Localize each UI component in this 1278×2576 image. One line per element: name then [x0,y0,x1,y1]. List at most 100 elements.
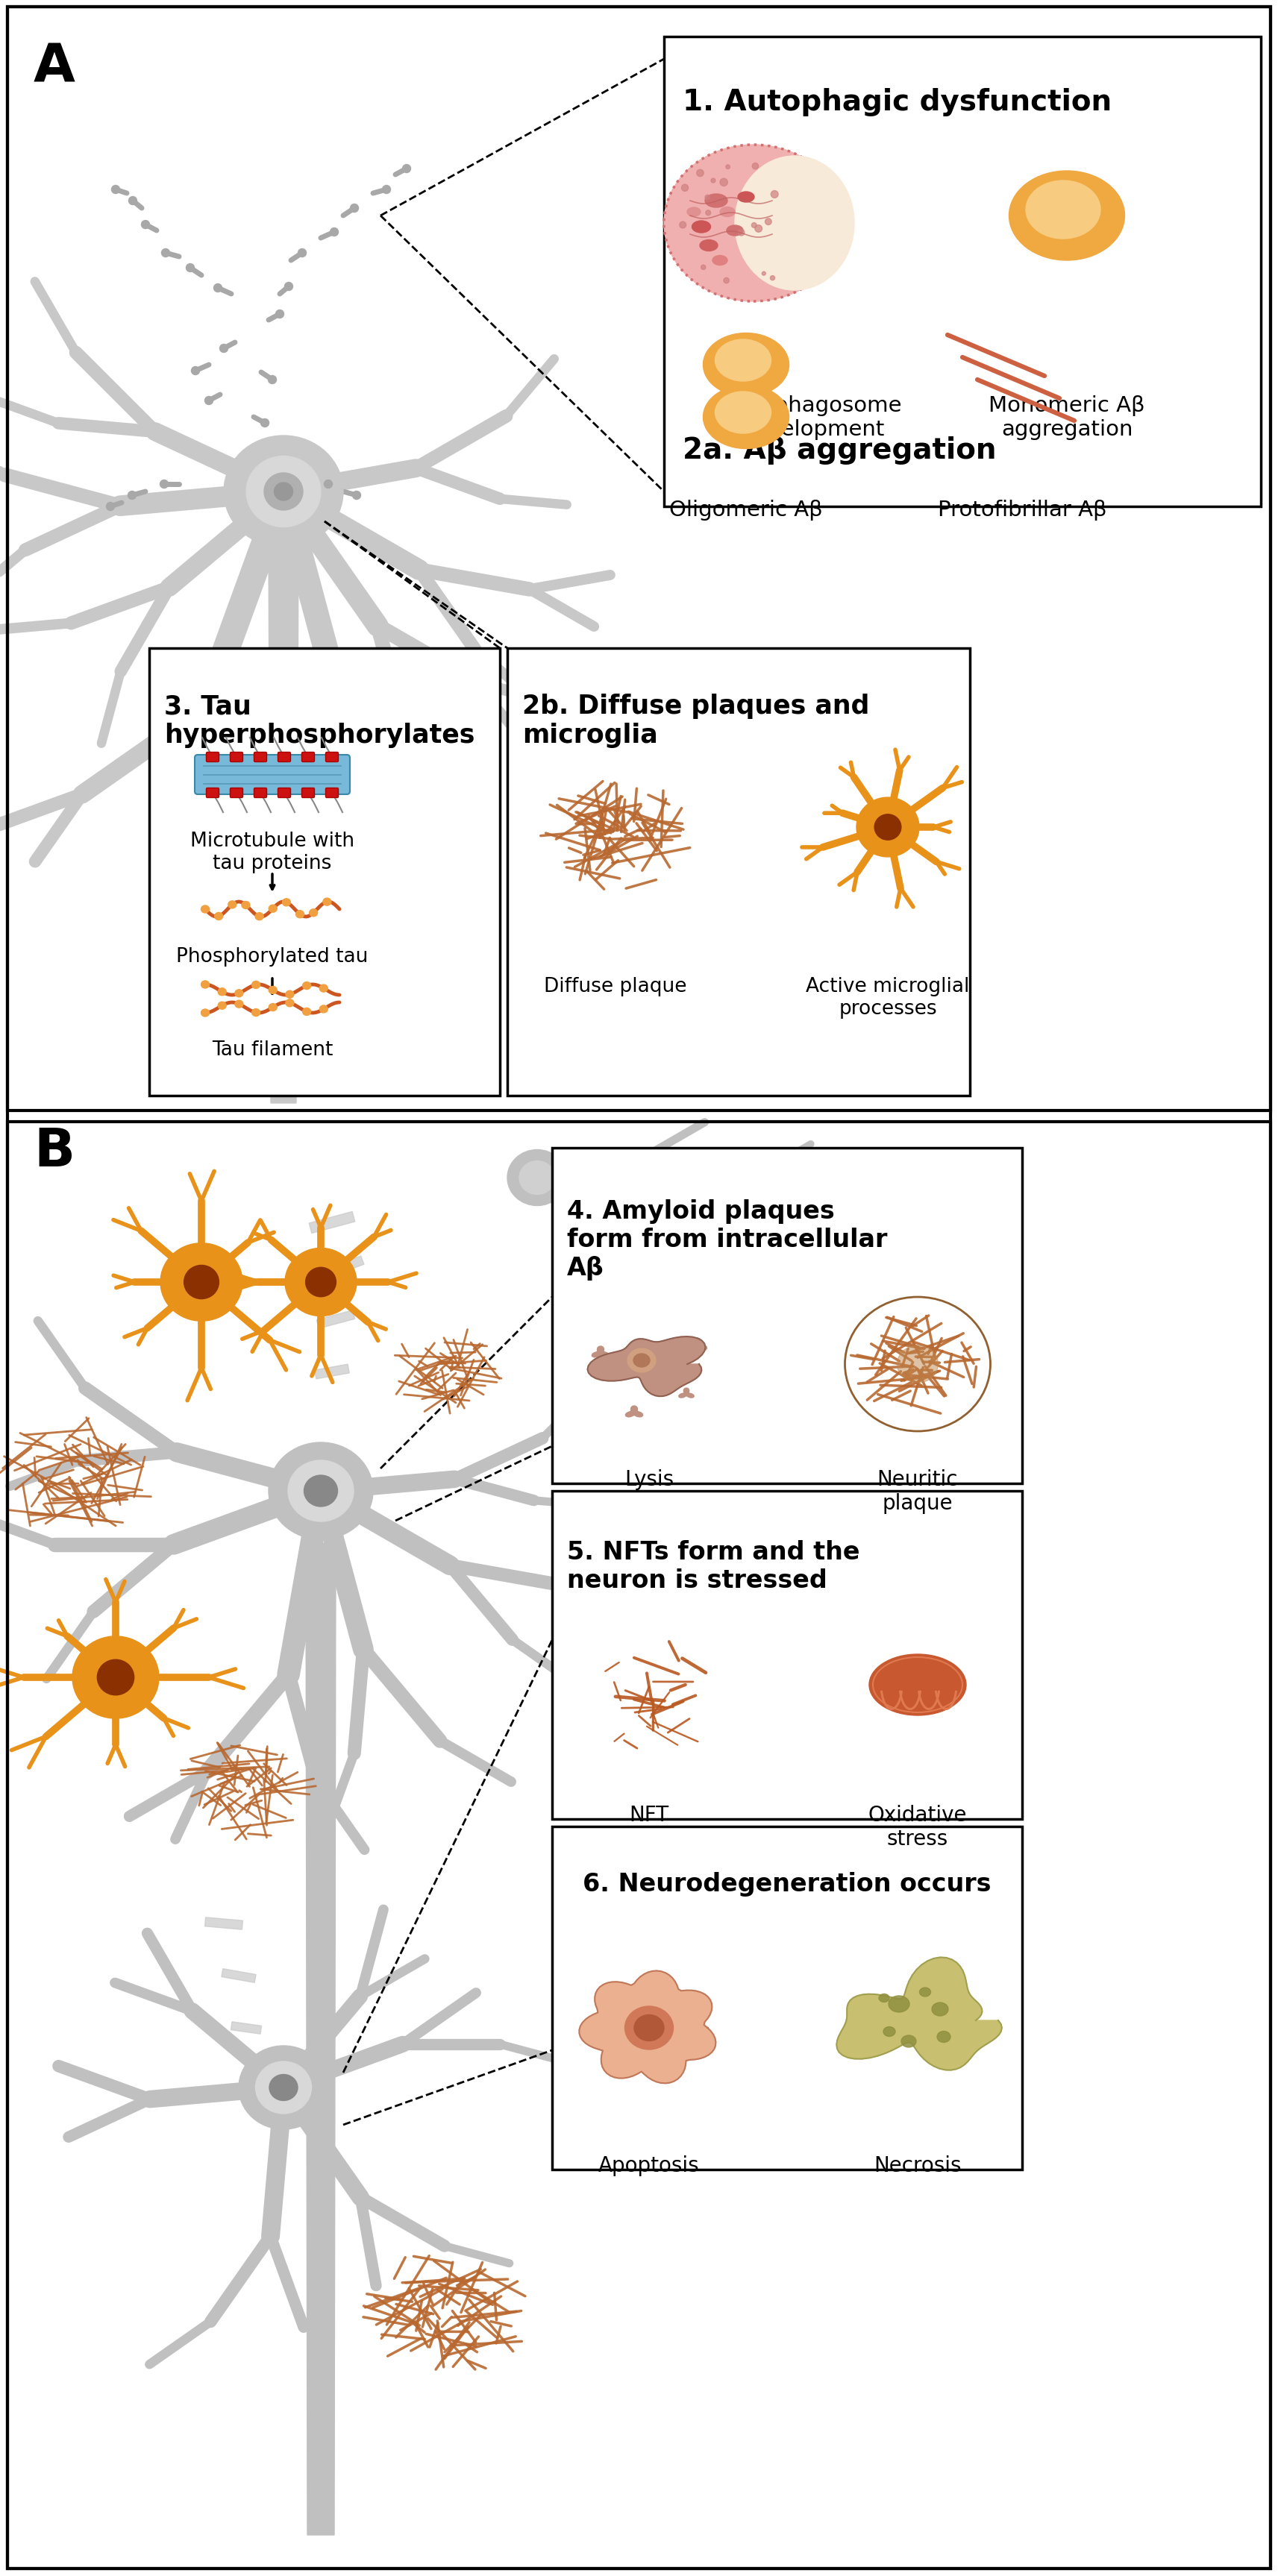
Ellipse shape [285,1249,357,1316]
Ellipse shape [720,180,727,185]
Polygon shape [317,1311,355,1329]
Ellipse shape [160,482,169,489]
Ellipse shape [325,482,332,489]
Polygon shape [579,1971,716,2084]
FancyBboxPatch shape [206,752,219,762]
Ellipse shape [305,1267,336,1298]
Ellipse shape [879,1994,889,2002]
Polygon shape [305,1543,336,2535]
Text: 2a. Aβ aggregation: 2a. Aβ aggregation [682,435,997,464]
Ellipse shape [161,250,170,258]
Ellipse shape [625,2007,674,2050]
FancyBboxPatch shape [150,649,500,1095]
Ellipse shape [286,999,294,1007]
Ellipse shape [680,222,686,229]
Ellipse shape [751,224,757,229]
Ellipse shape [298,250,307,258]
Text: A: A [33,41,75,93]
Text: Active microglial
processes: Active microglial processes [806,976,970,1018]
Ellipse shape [286,992,294,999]
FancyBboxPatch shape [552,1492,1022,1819]
Ellipse shape [382,185,391,193]
Ellipse shape [705,211,711,216]
Ellipse shape [268,987,277,994]
Ellipse shape [901,2035,916,2048]
Ellipse shape [268,376,276,384]
Ellipse shape [681,185,689,191]
Polygon shape [231,2022,262,2035]
Ellipse shape [320,1005,327,1012]
Polygon shape [204,1917,243,1929]
Ellipse shape [268,1443,373,1540]
FancyBboxPatch shape [326,788,339,799]
Ellipse shape [252,1010,259,1018]
Polygon shape [688,1340,707,1350]
Ellipse shape [705,196,727,209]
FancyBboxPatch shape [254,788,267,799]
FancyBboxPatch shape [254,752,267,762]
Ellipse shape [256,2061,312,2115]
Ellipse shape [856,799,919,858]
Ellipse shape [201,1010,210,1018]
Ellipse shape [309,909,318,917]
FancyBboxPatch shape [194,755,350,796]
Ellipse shape [97,1659,134,1695]
Ellipse shape [270,2074,298,2099]
Ellipse shape [276,312,284,319]
Ellipse shape [703,386,789,448]
Ellipse shape [161,1244,243,1321]
Polygon shape [592,1347,610,1358]
Ellipse shape [711,178,716,183]
Ellipse shape [73,1636,158,1718]
Ellipse shape [897,1345,938,1383]
Text: Oligomeric Aβ: Oligomeric Aβ [670,500,823,520]
FancyBboxPatch shape [277,752,290,762]
Ellipse shape [702,265,705,270]
Ellipse shape [713,255,727,265]
Ellipse shape [634,1355,649,1368]
Text: 2b. Diffuse plaques and
microglia: 2b. Diffuse plaques and microglia [523,693,869,747]
Text: Autophagosome
development: Autophagosome development [725,394,902,440]
Ellipse shape [507,1149,567,1206]
Text: Tau filament: Tau filament [212,1041,332,1059]
Ellipse shape [323,899,331,907]
Ellipse shape [106,502,115,510]
Ellipse shape [213,283,222,294]
Ellipse shape [192,368,199,376]
Ellipse shape [755,227,762,232]
FancyBboxPatch shape [507,649,970,1095]
Ellipse shape [282,899,290,907]
FancyBboxPatch shape [277,788,290,799]
Ellipse shape [303,981,311,989]
Ellipse shape [697,170,704,178]
Ellipse shape [201,981,210,989]
Text: Phosphorylated tau: Phosphorylated tau [176,948,368,966]
FancyBboxPatch shape [230,788,243,799]
Ellipse shape [330,229,339,237]
Ellipse shape [665,144,843,301]
Text: 6. Neurodegeneration occurs: 6. Neurodegeneration occurs [583,1870,992,1896]
FancyBboxPatch shape [552,1149,1022,1484]
Ellipse shape [739,229,745,237]
Ellipse shape [403,165,410,173]
Ellipse shape [268,904,277,912]
Polygon shape [268,536,299,1103]
Polygon shape [588,1337,705,1396]
Ellipse shape [726,165,730,170]
Text: Oxidative
stress: Oxidative stress [868,1803,967,1850]
Text: Apoptosis: Apoptosis [598,2154,699,2177]
Ellipse shape [304,1476,337,1507]
Ellipse shape [256,912,263,920]
Ellipse shape [753,165,759,170]
Ellipse shape [229,902,236,909]
Ellipse shape [235,989,243,997]
FancyBboxPatch shape [552,1826,1022,2169]
Ellipse shape [220,345,227,353]
Ellipse shape [874,814,901,840]
Ellipse shape [350,204,359,214]
Text: Monomeric Aβ
aggregation: Monomeric Aβ aggregation [989,394,1145,440]
Ellipse shape [288,1461,354,1522]
Text: 1. Autophagic dysfunction: 1. Autophagic dysfunction [682,88,1112,116]
FancyBboxPatch shape [302,788,314,799]
FancyBboxPatch shape [206,788,219,799]
